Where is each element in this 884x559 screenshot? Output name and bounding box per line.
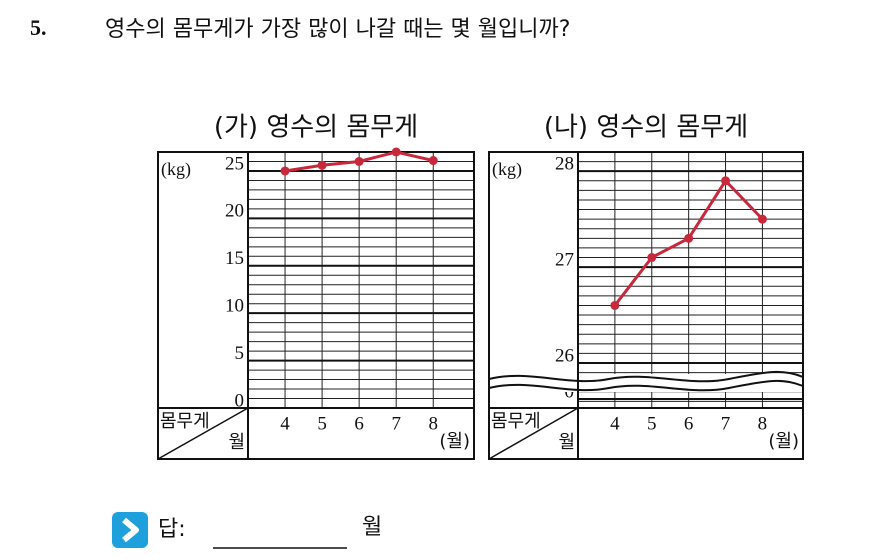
axis-break (488, 370, 804, 383)
axis-break (488, 379, 804, 392)
frame (488, 151, 804, 460)
x-unit: (월) (768, 431, 799, 452)
x-tick-label: 5 (647, 413, 657, 434)
y-tick-label: 5 (235, 343, 245, 364)
y-tick-label: 15 (225, 248, 244, 269)
x-tick-label: 6 (684, 413, 694, 434)
chart-title: (가) 영수의 몸무게 (214, 113, 418, 143)
header-top: 몸무게 (160, 411, 210, 432)
x-unit: (월) (439, 431, 470, 452)
header-bottom: 월 (228, 432, 245, 453)
data-point (610, 300, 620, 310)
frame (157, 151, 475, 460)
y-tick-label: 0 (235, 390, 245, 411)
y-unit: (kg) (492, 159, 522, 180)
y-tick-label: 26 (555, 345, 574, 366)
y-unit: (kg) (161, 159, 191, 180)
data-point (721, 176, 731, 186)
x-tick-label: 8 (758, 413, 768, 434)
x-tick-label: 4 (280, 413, 290, 434)
header-top: 몸무게 (491, 411, 541, 432)
answer-unit: 월 (362, 515, 382, 540)
y-tick-label: 27 (555, 249, 574, 270)
y-tick-label: 28 (555, 154, 574, 175)
data-point (317, 160, 327, 170)
data-point (647, 253, 657, 262)
question-number: 5. (30, 15, 47, 40)
x-tick-label: 6 (354, 413, 364, 434)
header-bottom: 월 (558, 432, 575, 453)
x-tick-label: 7 (721, 413, 731, 434)
answer-label: 답: (158, 517, 186, 542)
chart-title: (나) 영수의 몸무게 (544, 113, 748, 143)
y-tick-label: 10 (225, 296, 244, 317)
data-point (280, 166, 290, 176)
data-point (428, 156, 438, 166)
answer-icon (112, 512, 148, 548)
data-point (391, 147, 401, 157)
header-diagonal (488, 407, 579, 460)
data-point (354, 156, 364, 166)
x-tick-label: 4 (610, 413, 620, 434)
axis-break-fill (489, 374, 803, 392)
x-tick-label: 7 (391, 413, 401, 434)
data-point (684, 233, 694, 243)
x-tick-label: 5 (317, 413, 327, 434)
y-tick-label: 25 (225, 153, 244, 174)
data-point (757, 214, 767, 224)
x-tick-label: 8 (428, 413, 438, 434)
question-text: 영수의 몸무게가 가장 많이 나갈 때는 몇 월입니까? (105, 17, 570, 42)
header-diagonal (157, 407, 249, 460)
y-tick-label: 20 (225, 201, 244, 222)
